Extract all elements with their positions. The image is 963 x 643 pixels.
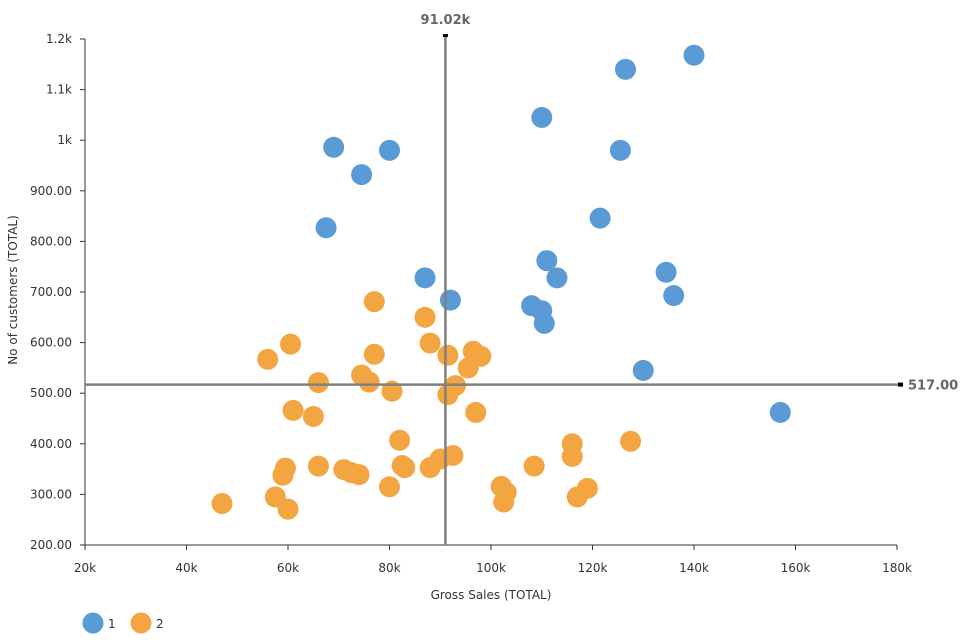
data-point <box>536 250 558 272</box>
y-tick-label: 700.00 <box>30 285 72 299</box>
data-point <box>307 455 329 477</box>
data-point <box>394 457 416 479</box>
data-point <box>493 491 515 513</box>
y-tick-label: 500.00 <box>30 386 72 400</box>
data-point <box>389 429 411 451</box>
data-point <box>381 380 403 402</box>
data-point <box>414 267 436 289</box>
x-tick-label: 100k <box>476 561 506 575</box>
legend-item-1: 1 <box>82 612 116 634</box>
data-point <box>546 267 568 289</box>
data-point <box>465 401 487 423</box>
data-point <box>282 399 304 421</box>
series-1 <box>315 44 791 423</box>
y-reference-label: 517.00 <box>908 379 958 394</box>
legend-swatch <box>130 612 152 634</box>
data-point <box>769 401 791 423</box>
legend-item-2: 2 <box>130 612 164 634</box>
y-tick-label: 400.00 <box>30 437 72 451</box>
x-tick-label: 120k <box>578 561 608 575</box>
legend-swatch <box>82 612 104 634</box>
y-tick-label: 1.1k <box>46 83 72 97</box>
data-points <box>211 44 791 520</box>
x-reference-label: 91.02k <box>421 13 471 28</box>
y-axis-title: No of customers (TOTAL) <box>6 215 20 365</box>
reference-lines: 91.02k 517.00 <box>85 13 958 545</box>
x-axis: 20k 40k 60k 80k 100k 120k 140k 160k 180k <box>74 544 912 575</box>
data-point <box>561 445 583 467</box>
data-point <box>655 261 677 283</box>
y-tick-label: 1.2k <box>46 32 72 46</box>
x-tick-label: 140k <box>679 561 709 575</box>
x-tick-label: 20k <box>74 561 96 575</box>
data-point <box>379 139 400 161</box>
data-point <box>533 312 555 334</box>
data-point <box>414 306 436 328</box>
data-point <box>566 486 588 508</box>
y-tick-label: 600.00 <box>30 336 72 350</box>
data-point <box>307 372 329 394</box>
y-axis: 200.00 300.00 400.00 500.00 600.00 700.00 800.… <box>30 32 86 552</box>
data-point <box>609 139 631 161</box>
legend-label: 1 <box>108 617 116 631</box>
data-point <box>351 164 373 186</box>
y-tick-label: 1k <box>57 133 72 147</box>
data-point <box>363 291 385 313</box>
data-point <box>437 344 459 366</box>
y-tick-label: 900.00 <box>30 184 72 198</box>
x-reference-cap <box>442 34 448 37</box>
data-point <box>683 44 705 66</box>
y-reference-cap <box>898 382 903 387</box>
data-point <box>614 58 636 80</box>
data-point <box>589 207 611 229</box>
data-point <box>442 444 464 466</box>
data-point <box>663 285 685 307</box>
data-point <box>439 289 461 311</box>
data-point <box>437 384 459 406</box>
data-point <box>323 136 345 158</box>
data-point <box>277 498 299 520</box>
data-point <box>523 455 545 477</box>
data-point <box>280 333 302 355</box>
y-tick-label: 300.00 <box>30 487 72 501</box>
x-axis-title: Gross Sales (TOTAL) <box>431 588 552 602</box>
data-point <box>419 332 441 354</box>
data-point <box>211 493 233 515</box>
data-point <box>257 348 279 370</box>
data-point <box>272 464 294 486</box>
data-point <box>457 357 479 379</box>
y-tick-label: 200.00 <box>30 538 72 552</box>
x-tick-label: 80k <box>378 561 400 575</box>
x-tick-label: 40k <box>175 561 197 575</box>
data-point <box>379 476 400 498</box>
x-tick-label: 180k <box>882 561 912 575</box>
legend-label: 2 <box>156 617 164 631</box>
data-point <box>348 464 370 486</box>
x-tick-label: 160k <box>781 561 811 575</box>
y-tick-label: 800.00 <box>30 234 72 248</box>
data-point <box>363 343 385 365</box>
data-point <box>315 217 337 239</box>
data-point <box>632 359 654 381</box>
data-point <box>302 405 324 427</box>
data-point <box>419 457 441 479</box>
data-point <box>358 371 380 393</box>
x-tick-label: 60k <box>277 561 299 575</box>
series-2 <box>211 291 642 520</box>
data-point <box>531 106 553 128</box>
data-point <box>620 430 642 452</box>
